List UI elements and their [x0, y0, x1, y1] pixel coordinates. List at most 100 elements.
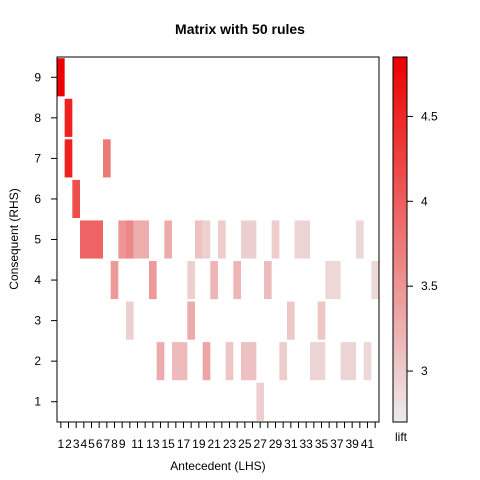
x-tick-label: 3 — [73, 437, 80, 451]
rule-cell-31 — [287, 301, 295, 340]
legend-gradient-step — [393, 315, 407, 320]
legend-gradient-step — [393, 203, 407, 207]
rule-cell-7 — [110, 260, 119, 300]
rule-cell-5 — [80, 220, 103, 259]
legend-gradient-step — [393, 117, 407, 122]
legend-gradient-step — [393, 130, 407, 134]
rule-cell-25 — [241, 220, 257, 259]
legend-gradient-step — [393, 187, 407, 192]
x-tick-label: 35 — [315, 437, 329, 451]
legend-gradient-step — [393, 108, 407, 113]
legend-gradient-step — [393, 209, 407, 213]
rule-cell-34 — [317, 301, 326, 340]
rule-cell-8 — [118, 220, 126, 259]
legend-gradient-step — [393, 272, 407, 277]
x-axis-label: Antecedent (LHS) — [170, 459, 265, 473]
legend-gradient-step — [393, 358, 407, 362]
legend-gradient-step — [393, 120, 407, 125]
y-tick-label: 1 — [34, 395, 41, 409]
y-tick-label: 6 — [34, 192, 41, 206]
rule-cell-29 — [271, 220, 280, 259]
legend-gradient-step — [393, 172, 407, 177]
legend-gradient-step — [393, 370, 407, 374]
legend-gradient-step — [393, 230, 407, 235]
x-tick-label: 41 — [361, 437, 375, 451]
legend-gradient-step — [393, 87, 407, 92]
x-tick-label: 31 — [284, 437, 298, 451]
legend-gradient-step — [393, 181, 407, 186]
legend-gradient-step — [393, 288, 407, 292]
x-tick-label: 33 — [299, 437, 313, 451]
rule-cell-3 — [64, 139, 73, 178]
x-tick-label: 25 — [238, 437, 252, 451]
legend-layer: 3 3.5 4 4.5 — [392, 56, 438, 423]
rule-cell-4 — [72, 179, 80, 219]
legend-gradient-step — [393, 69, 407, 73]
rule-cell-10 — [126, 301, 134, 340]
legend-gradient-step — [393, 394, 407, 399]
legend-gradient-step — [393, 391, 407, 396]
legend-gradient-step — [393, 239, 407, 244]
legend-gradient-step — [393, 342, 407, 347]
legend-gradient-step — [393, 224, 407, 228]
x-tick-label: 19 — [192, 437, 206, 451]
legend-gradient-step — [393, 330, 407, 335]
x-tick-label: 15 — [161, 437, 175, 451]
legend-gradient-step — [393, 339, 407, 344]
legend-tick-label: 4 — [421, 194, 428, 208]
legend-gradient-step — [393, 376, 407, 381]
x-tick-label: 2 — [65, 437, 72, 451]
legend-gradient-step — [393, 193, 407, 198]
x-tick-label: 4 — [80, 437, 87, 451]
legend-gradient-step — [393, 215, 407, 219]
rule-cell-30 — [279, 342, 287, 381]
legend-gradient-step — [393, 269, 407, 274]
rule-cell-15 — [172, 342, 188, 381]
y-tick-label: 5 — [34, 233, 41, 247]
legend-gradient-step — [393, 294, 407, 298]
legend-gradient-step — [393, 333, 407, 338]
legend-gradient-step — [393, 175, 407, 180]
legend-gradient-step — [393, 148, 407, 152]
legend-gradient-step — [393, 154, 407, 158]
legend-gradient-step — [393, 126, 407, 131]
chart-title: Matrix with 50 rules — [175, 21, 305, 37]
legend-gradient-step — [393, 221, 407, 225]
legend-gradient-step — [393, 199, 407, 204]
legend-gradient-step — [393, 75, 407, 79]
rule-cell-28 — [264, 260, 272, 300]
legend-gradient-step — [393, 190, 407, 195]
legend-gradient-step — [393, 78, 407, 82]
legend-gradient-step — [393, 385, 407, 390]
legend-gradient-step — [393, 367, 407, 371]
legend-gradient-step — [393, 233, 407, 238]
rule-cell-33 — [310, 342, 326, 381]
legend-gradient-step — [393, 136, 407, 140]
legend-gradient-step — [393, 196, 407, 201]
x-tick-label: 7 — [103, 437, 110, 451]
x-tick-label: 13 — [146, 437, 160, 451]
legend-gradient-step — [393, 254, 407, 259]
legend-gradient-step — [393, 184, 407, 189]
y-tick-label: 2 — [34, 354, 41, 368]
legend-gradient-step — [393, 145, 407, 149]
axes-layer: 1 2 3 4 5 6 7 8 9 11 13 15 17 19 21 23 25 27 29 31 33 35 37 39 4… — [34, 56, 380, 451]
legend-gradient-step — [393, 312, 407, 317]
x-tick-label: 9 — [119, 437, 126, 451]
x-tick-label: 1 — [57, 437, 64, 451]
legend-gradient-step — [393, 266, 407, 271]
legend-gradient-step — [393, 352, 407, 356]
rule-cell-1 — [57, 58, 65, 97]
legend-gradient-step — [393, 355, 407, 359]
legend-gradient-step — [393, 218, 407, 222]
legend-gradient-step — [393, 418, 407, 423]
legend-gradient-step — [393, 166, 407, 171]
legend-gradient-step — [393, 336, 407, 341]
rule-cell-2 — [64, 98, 73, 137]
legend-gradient-step — [393, 169, 407, 174]
legend-gradient-step — [393, 133, 407, 137]
legend-gradient-step — [393, 279, 407, 283]
x-tick-label: 21 — [207, 437, 221, 451]
